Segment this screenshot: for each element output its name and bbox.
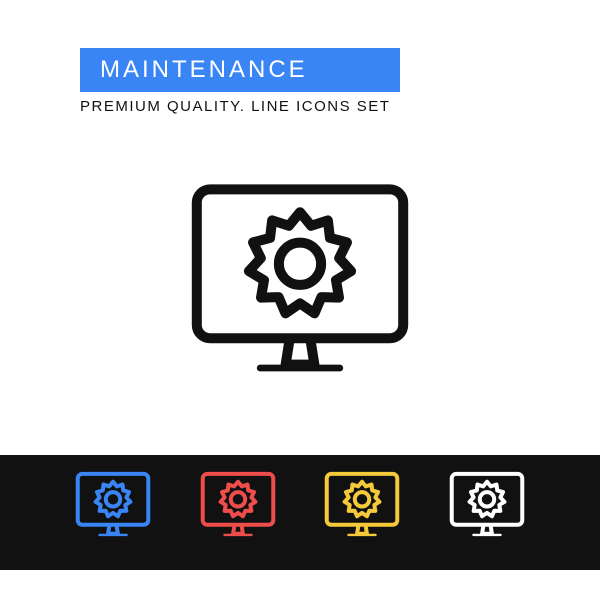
- header: MAINTENANCE PREMIUM QUALITY. LINE ICONS …: [80, 48, 520, 115]
- maintenance-icon-variant-0: [72, 469, 154, 556]
- color-variants-strip: [0, 455, 600, 570]
- maintenance-icon-main: [180, 175, 420, 420]
- maintenance-icon-variant-3: [446, 469, 528, 556]
- subtitle-text: PREMIUM QUALITY. LINE ICONS SET: [80, 98, 520, 115]
- maintenance-icon-variant-2: [321, 469, 403, 556]
- maintenance-icon-variant-1: [197, 469, 279, 556]
- title-banner: MAINTENANCE: [80, 48, 400, 92]
